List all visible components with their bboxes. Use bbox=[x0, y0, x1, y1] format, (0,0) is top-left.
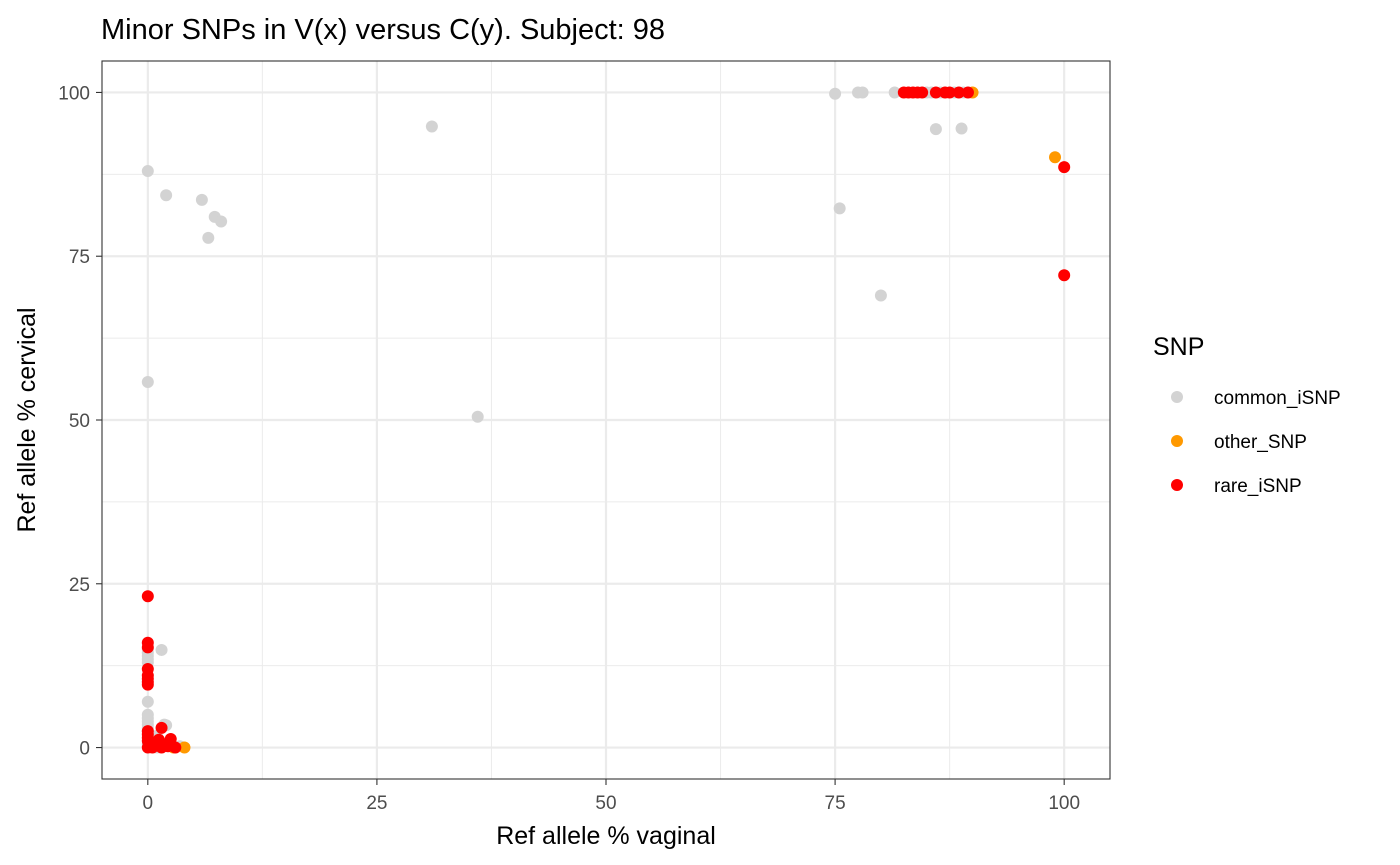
x-tick-label: 50 bbox=[595, 793, 616, 814]
x-tick-label: 25 bbox=[366, 793, 387, 814]
point-common_iSNP bbox=[955, 122, 968, 135]
grid-major bbox=[102, 61, 1110, 779]
point-rare_iSNP bbox=[916, 86, 929, 99]
legend-key-common_iSNP bbox=[1171, 391, 1183, 403]
point-common_iSNP bbox=[195, 193, 208, 206]
legend-key-other_SNP bbox=[1171, 435, 1183, 447]
point-common_iSNP bbox=[829, 87, 842, 100]
legend-label-other_SNP: other_SNP bbox=[1214, 432, 1307, 453]
data-points bbox=[141, 86, 1071, 754]
point-common_iSNP bbox=[833, 202, 846, 215]
chart-title: Minor SNPs in V(x) versus C(y). Subject:… bbox=[101, 14, 665, 46]
legend-title: SNP bbox=[1153, 333, 1204, 361]
y-axis-title: Ref allele % cervical bbox=[13, 307, 41, 532]
point-common_iSNP bbox=[141, 376, 154, 389]
point-common_iSNP bbox=[215, 215, 228, 228]
point-rare_iSNP bbox=[141, 641, 154, 654]
point-common_iSNP bbox=[888, 86, 901, 99]
point-rare_iSNP bbox=[169, 741, 182, 754]
point-rare_iSNP bbox=[943, 86, 956, 99]
point-common_iSNP bbox=[141, 165, 154, 178]
point-common_iSNP bbox=[874, 289, 887, 302]
point-other_SNP bbox=[178, 741, 191, 754]
point-common_iSNP bbox=[471, 410, 484, 423]
y-tick-label: 50 bbox=[69, 411, 90, 432]
point-rare_iSNP bbox=[929, 86, 942, 99]
x-tick-label: 0 bbox=[143, 793, 154, 814]
point-rare_iSNP bbox=[1058, 161, 1071, 174]
point-common_iSNP bbox=[856, 86, 869, 99]
point-rare_iSNP bbox=[152, 733, 165, 746]
point-common_iSNP bbox=[202, 231, 215, 244]
point-other_SNP bbox=[1049, 151, 1062, 164]
legend-label-common_iSNP: common_iSNP bbox=[1214, 388, 1341, 409]
legend-label-rare_iSNP: rare_iSNP bbox=[1214, 476, 1302, 497]
x-axis-title: Ref allele % vaginal bbox=[496, 822, 716, 850]
y-axis: 0 25 50 75 100 bbox=[58, 83, 102, 760]
point-common_iSNP bbox=[929, 123, 942, 136]
point-common_iSNP bbox=[141, 695, 154, 708]
x-axis: 0 25 50 75 100 bbox=[143, 779, 1080, 814]
point-rare_iSNP bbox=[952, 86, 965, 99]
x-tick-label: 100 bbox=[1048, 793, 1080, 814]
y-tick-label: 100 bbox=[58, 83, 90, 104]
point-rare_iSNP bbox=[141, 590, 154, 603]
point-common_iSNP bbox=[155, 643, 168, 656]
point-common_iSNP bbox=[160, 189, 173, 202]
y-tick-label: 25 bbox=[69, 575, 90, 596]
y-tick-label: 75 bbox=[69, 247, 90, 268]
legend: SNP common_iSNP other_SNP rare_iSNP bbox=[1153, 333, 1341, 497]
legend-key-rare_iSNP bbox=[1171, 479, 1183, 491]
point-rare_iSNP bbox=[141, 678, 154, 691]
point-rare_iSNP bbox=[1058, 269, 1071, 282]
point-rare_iSNP bbox=[155, 721, 168, 734]
y-tick-label: 0 bbox=[79, 739, 90, 760]
point-common_iSNP bbox=[425, 120, 438, 133]
point-rare_iSNP bbox=[961, 86, 974, 99]
x-tick-label: 75 bbox=[825, 793, 846, 814]
